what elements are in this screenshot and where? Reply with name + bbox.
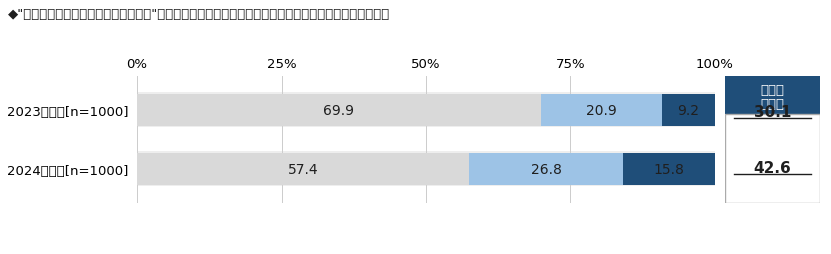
Text: 42.6: 42.6 <box>754 160 791 175</box>
Bar <box>137 153 469 185</box>
Text: 認知率: 認知率 <box>760 84 784 97</box>
Bar <box>137 151 715 187</box>
Text: 20.9: 20.9 <box>586 103 617 117</box>
Text: 15.8: 15.8 <box>654 162 685 176</box>
Bar <box>661 94 715 126</box>
FancyBboxPatch shape <box>725 114 820 203</box>
Text: 26.8: 26.8 <box>530 162 562 176</box>
Text: 69.9: 69.9 <box>323 103 355 117</box>
Bar <box>541 94 661 126</box>
Bar <box>623 153 715 185</box>
Text: ◆"クーリングシェルター（避暑施設）"の仕組みが導入されていることを知っていたか［単一回答形式］: ◆"クーリングシェルター（避暑施設）"の仕組みが導入されていることを知っていたか… <box>8 8 391 21</box>
Text: 57.4: 57.4 <box>288 162 318 176</box>
Bar <box>137 94 541 126</box>
Legend: 知らなかった, 名前は聞いたことがあった, どのようなものか知っていた: 知らなかった, 名前は聞いたことがあった, どのようなものか知っていた <box>278 249 573 254</box>
Text: 30.1: 30.1 <box>754 104 791 119</box>
Text: 9.2: 9.2 <box>677 103 699 117</box>
Bar <box>469 153 623 185</box>
Text: （計）: （計） <box>760 98 784 110</box>
FancyBboxPatch shape <box>725 76 820 114</box>
Bar <box>137 93 715 128</box>
